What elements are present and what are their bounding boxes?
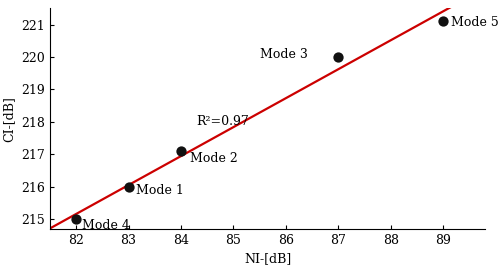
Point (177, 149, 185, 153)
X-axis label: NI-[dB]: NI-[dB] (244, 253, 291, 266)
Y-axis label: CI-[dB]: CI-[dB] (2, 96, 16, 142)
Text: Mode 3: Mode 3 (260, 48, 308, 61)
Text: Mode 5: Mode 5 (451, 16, 498, 29)
Text: Mode 4: Mode 4 (82, 219, 130, 232)
Point (124, 185, 132, 189)
Text: Mode 1: Mode 1 (136, 184, 184, 197)
Point (72, 217, 80, 222)
Text: Mode 2: Mode 2 (190, 152, 238, 165)
Point (334, 55, 342, 59)
Point (439, 19, 447, 23)
Text: R²=0.97: R²=0.97 (196, 115, 250, 128)
